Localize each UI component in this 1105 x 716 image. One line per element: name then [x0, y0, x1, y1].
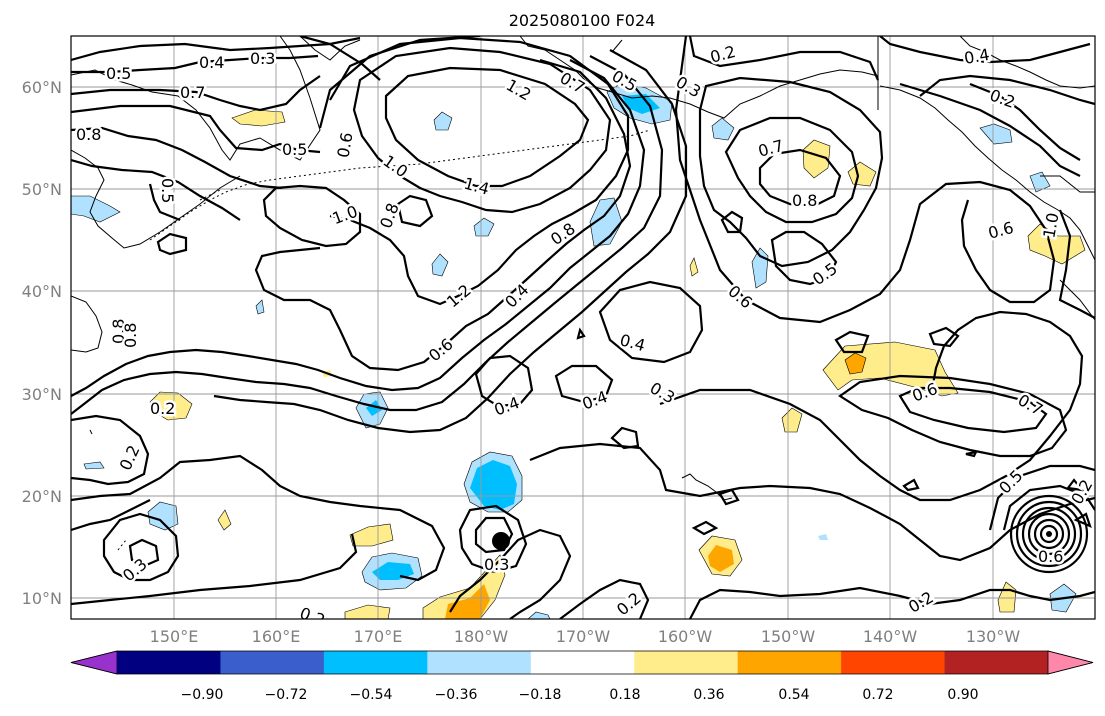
colorbar-swatch	[117, 651, 221, 674]
lon-label-180w: 180°W	[454, 627, 509, 646]
lat-label-20n: 20°N	[22, 487, 62, 506]
colorbar-tick-label: 0.54	[778, 687, 809, 703]
shading-region	[689, 257, 699, 277]
shading-region	[818, 534, 828, 540]
shading-region	[1029, 171, 1051, 193]
lon-label-150e: 150°E	[150, 627, 199, 646]
shading-region	[802, 139, 831, 179]
lon-label-170w: 170°W	[556, 627, 611, 646]
lon-label-140w: 140°W	[863, 627, 918, 646]
lon-label-150w: 150°W	[761, 627, 816, 646]
colorbar-swatch	[634, 651, 739, 674]
lon-label-170e: 170°E	[354, 627, 403, 646]
shading-region	[979, 123, 1013, 145]
latitude-axis: 60°N 50°N 40°N 30°N 20°N 10°N	[22, 78, 62, 608]
lat-label-30n: 30°N	[22, 385, 62, 404]
storm-center-marker	[492, 532, 510, 550]
contour-label: 0.8	[76, 125, 101, 144]
contour-label: 0.8	[109, 319, 128, 344]
colorbar-tick-label: 0.72	[862, 687, 893, 703]
contour-label: 0.5	[158, 178, 177, 203]
contour-label: 0.8	[792, 191, 817, 210]
colorbar-swatch	[841, 651, 946, 674]
colorbar-tick-label: −0.90	[181, 687, 224, 703]
shading-region	[255, 299, 265, 315]
low-center-marker	[1046, 531, 1052, 537]
shading-region	[445, 584, 490, 619]
colorbar-swatch	[944, 651, 1049, 674]
contour-label: 0.3	[250, 49, 275, 68]
contour-label: 0.3	[484, 555, 509, 574]
shading-region	[217, 509, 232, 531]
lon-label-160w: 160°W	[658, 627, 713, 646]
colorbar: −0.90 −0.72 −0.54 −0.36 −0.18 0.18 0.36 …	[70, 650, 1094, 703]
colorbar-tick-label: 0.36	[693, 687, 724, 703]
shading-region	[473, 217, 495, 237]
shading-region	[431, 253, 449, 277]
colorbar-swatch	[530, 651, 635, 674]
shading-region	[1027, 223, 1086, 265]
colorbar-tick-label: −0.54	[350, 687, 393, 703]
colorbar-swatch	[737, 651, 842, 674]
shading-region	[149, 391, 193, 421]
colorbar-extend-low	[70, 650, 118, 675]
shading-region	[83, 461, 105, 470]
lat-label-40n: 40°N	[22, 282, 62, 301]
shading-region	[433, 111, 453, 131]
contour-label: 0.7	[180, 83, 205, 102]
colorbar-tick-label: −0.72	[265, 687, 308, 703]
colorbar-extend-high	[1047, 650, 1094, 675]
lat-label-10n: 10°N	[22, 589, 62, 608]
ridge-markers	[89, 189, 221, 551]
contour-label: 0.5	[282, 140, 307, 159]
colorbar-tick-label: 0.90	[947, 687, 978, 703]
colorbar-ticks: −0.90 −0.72 −0.54 −0.36 −0.18 0.18 0.36 …	[181, 687, 979, 703]
shading-region	[349, 523, 394, 547]
contour-lines	[71, 36, 1095, 619]
shading-region	[147, 501, 179, 531]
colorbar-tick-label: −0.36	[435, 687, 478, 703]
contour-label: 0.2	[150, 399, 175, 418]
shading-region	[708, 545, 734, 572]
longitude-axis: 150°E 160°E 170°E 180°W 170°W 160°W 150°…	[150, 627, 1021, 646]
map-title: 2025080100 F024	[509, 11, 656, 30]
lon-label-160e: 160°E	[252, 627, 301, 646]
colorbar-swatch	[220, 651, 325, 674]
shading-region	[527, 611, 551, 619]
contour-label: 0.5	[106, 64, 131, 83]
lat-label-50n: 50°N	[22, 180, 62, 199]
contour-label: 0.6	[1038, 547, 1063, 566]
colorbar-tick-label: −0.18	[519, 687, 562, 703]
map-frame	[70, 35, 1096, 620]
contour-label: 0.4	[199, 53, 224, 72]
colorbar-swatch	[323, 651, 428, 674]
shading-region	[844, 352, 867, 375]
shading-region	[344, 604, 391, 619]
shading-region	[372, 562, 414, 580]
lon-label-130w: 130°W	[966, 627, 1021, 646]
colorbar-tick-label: 0.18	[609, 687, 640, 703]
shading-region	[781, 407, 803, 433]
colorbar-swatches	[70, 650, 1094, 675]
colorbar-swatch	[427, 651, 532, 674]
shading-region	[711, 117, 735, 141]
colorbar-frame	[70, 650, 1094, 675]
graticule	[71, 36, 1095, 619]
contour-label: 0.8	[121, 323, 140, 348]
shading-region	[470, 460, 517, 510]
shading-region	[71, 195, 121, 223]
lat-label-60n: 60°N	[22, 78, 62, 97]
